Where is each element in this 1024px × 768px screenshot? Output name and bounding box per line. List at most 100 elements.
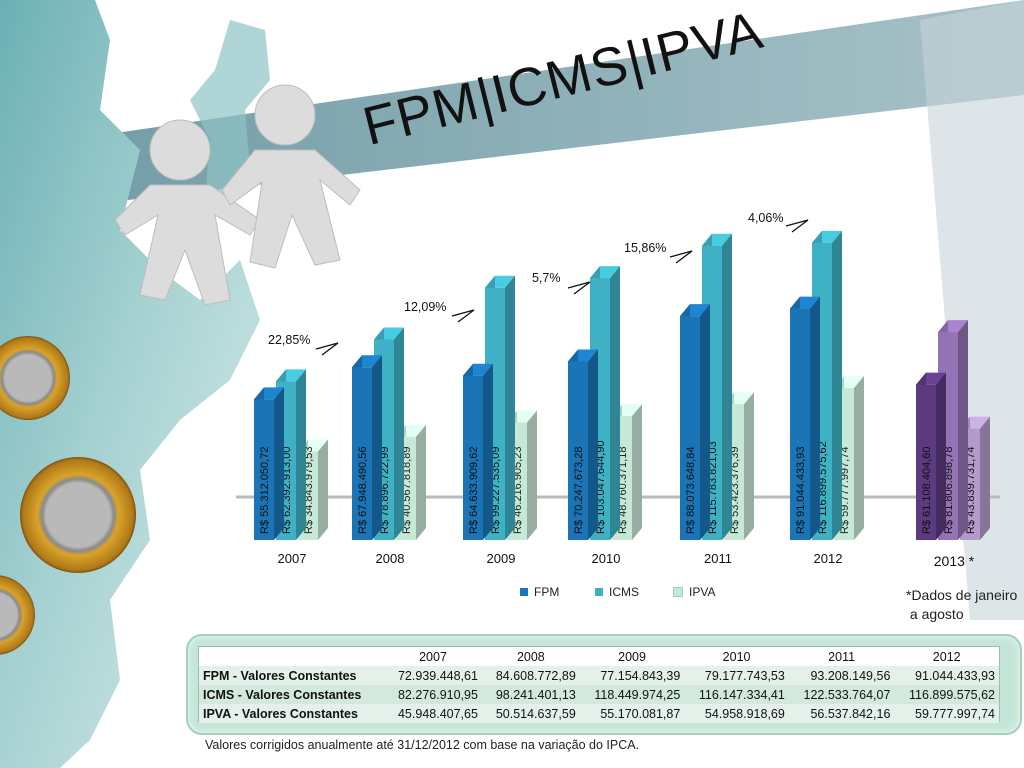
table-row: FPM - Valores Constantes 72.939.448,61 8… bbox=[199, 666, 999, 685]
growth-arrow-2 bbox=[451, 309, 475, 323]
growth-annotation-5: 4,06% bbox=[748, 211, 783, 225]
bar-side-icms-2007 bbox=[296, 369, 306, 540]
bar-side-fpm-2009 bbox=[483, 363, 493, 540]
footnote: *Dados de janeiro a agosto bbox=[906, 586, 1017, 624]
category-label-2012: 2012 bbox=[814, 551, 843, 566]
table-cell: 55.170.081,87 bbox=[579, 704, 685, 723]
bar-group-2009: R$ 46.216.905,23R$ 99.227.535,09R$ 64.63… bbox=[463, 275, 537, 566]
bar-side-fpm-2013 bbox=[936, 372, 946, 540]
bar-side-ipva-2010 bbox=[632, 404, 642, 540]
table-header-cell: 2010 bbox=[722, 649, 751, 664]
bar-group-2010: R$ 48.760.371,18R$ 103.047.644,90R$ 70.2… bbox=[568, 266, 642, 566]
legend-label-ipva: IPVA bbox=[689, 585, 716, 599]
table-cell: 45.948.407,65 bbox=[384, 704, 482, 723]
bar-fpm-2011 bbox=[680, 316, 700, 540]
table-row-label: FPM - Valores Constantes bbox=[199, 666, 385, 685]
table-header-cell: 2008 bbox=[516, 649, 545, 664]
bar-fpm-2010 bbox=[568, 361, 588, 540]
bar-fpm-2009 bbox=[463, 375, 483, 540]
table-cell: 72.939.448,61 bbox=[384, 666, 482, 685]
bar-side-icms-2012 bbox=[832, 230, 842, 540]
coins-icon bbox=[0, 336, 136, 655]
table-header-cell: 2009 bbox=[618, 649, 646, 664]
bar-side-fpm-2007 bbox=[274, 387, 284, 540]
table-cell: 84.608.772,89 bbox=[481, 666, 580, 685]
table-cell: 91.044.433,93 bbox=[894, 666, 999, 685]
table-cell: 82.276.910,95 bbox=[384, 685, 482, 704]
table-header-cell: 2007 bbox=[419, 649, 447, 664]
category-label-2007: 2007 bbox=[278, 551, 307, 566]
bar-side-icms-2011 bbox=[722, 233, 732, 540]
value-label-fpm-2013: R$ 61.108.404,60 bbox=[921, 447, 933, 534]
table-cell: 116.899.575,62 bbox=[894, 685, 999, 704]
legend-item-ipva: IPVA bbox=[673, 585, 715, 599]
growth-arrow-1 bbox=[315, 342, 339, 356]
bar-side-icms-2009 bbox=[505, 275, 515, 540]
bar-side-fpm-2011 bbox=[700, 304, 710, 540]
legend-item-icms: ICMS bbox=[595, 585, 639, 599]
bar-group-2011: R$ 53.423.376,39R$ 115.783.821,03R$ 88.0… bbox=[680, 233, 754, 566]
bar-side-ipva-2013 bbox=[980, 416, 990, 540]
bar-side-fpm-2010 bbox=[588, 349, 598, 540]
bar-fpm-2013 bbox=[916, 384, 936, 540]
bar-side-fpm-2008 bbox=[372, 355, 382, 540]
bar-side-ipva-2007 bbox=[318, 439, 328, 540]
values-table: 2007 2008 2009 2010 2011 2012 FPM - Valo… bbox=[199, 647, 999, 723]
value-label-fpm-2011: R$ 88.073.648,84 bbox=[685, 447, 697, 534]
bar-side-icms-2013 bbox=[958, 320, 968, 540]
category-label-2008: 2008 bbox=[376, 551, 405, 566]
table-cell: 93.208.149,56 bbox=[788, 666, 895, 685]
value-label-fpm-2012: R$ 91.044.433,93 bbox=[795, 447, 807, 534]
category-label-2010: 2010 bbox=[592, 551, 621, 566]
table-row-label: ICMS - Valores Constantes bbox=[199, 685, 385, 704]
table-header-cell bbox=[199, 647, 384, 666]
bar-side-ipva-2012 bbox=[854, 376, 864, 540]
table-cell: 59.777.997,74 bbox=[894, 704, 999, 723]
table-cell: 50.514.637,59 bbox=[481, 704, 580, 723]
footnote-line-2: a agosto bbox=[906, 606, 964, 622]
bar-side-icms-2010 bbox=[610, 266, 620, 540]
bar-side-fpm-2012 bbox=[810, 296, 820, 540]
growth-arrow-4 bbox=[669, 250, 693, 264]
legend-item-fpm: FPM bbox=[520, 585, 559, 599]
value-label-fpm-2007: R$ 55.312.050,72 bbox=[259, 447, 271, 534]
value-label-fpm-2008: R$ 67.948.490,56 bbox=[357, 447, 369, 534]
table-cell: 79.177.743,53 bbox=[684, 666, 789, 685]
values-table-panel: 2007 2008 2009 2010 2011 2012 FPM - Valo… bbox=[186, 634, 1022, 735]
table-cell: 116.147.334,41 bbox=[684, 685, 789, 704]
legend-swatch-fpm bbox=[520, 588, 528, 596]
bar-group-2013: R$ 43.839.731,74R$ 81.806.898,78R$ 61.10… bbox=[916, 320, 990, 569]
bar-fpm-2007 bbox=[254, 399, 274, 540]
bar-group-2008: R$ 40.567.818,89R$ 78.896.722,99R$ 67.94… bbox=[352, 327, 426, 566]
growth-arrow-3 bbox=[567, 281, 591, 295]
legend-swatch-ipva bbox=[673, 587, 683, 597]
table-cell: 122.533.764,07 bbox=[788, 685, 895, 704]
bar-group-2007: R$ 34.843.979,53R$ 62.392.913,00R$ 55.31… bbox=[254, 369, 328, 566]
bar-side-ipva-2008 bbox=[416, 424, 426, 540]
bar-side-ipva-2009 bbox=[527, 410, 537, 540]
legend-label-fpm: FPM bbox=[534, 585, 560, 599]
bar-fpm-2008 bbox=[352, 367, 372, 540]
bar-fpm-2012 bbox=[790, 308, 810, 540]
map-silhouette bbox=[0, 0, 260, 768]
growth-annotation-3: 5,7% bbox=[532, 271, 561, 285]
category-label-2009: 2009 bbox=[487, 551, 516, 566]
table-header-cell: 2012 bbox=[932, 649, 961, 664]
table-row: IPVA - Valores Constantes 45.948.407,65 … bbox=[199, 704, 999, 723]
bar-group-2012: R$ 59.777.997,74R$ 116.899.575,62R$ 91.0… bbox=[790, 230, 864, 566]
table-cell: 56.537.842,16 bbox=[788, 704, 895, 723]
value-label-fpm-2010: R$ 70.247.673,28 bbox=[573, 447, 585, 534]
table-cell: 54.958.918,69 bbox=[684, 704, 789, 723]
values-table-container: 2007 2008 2009 2010 2011 2012 FPM - Valo… bbox=[198, 646, 1000, 723]
legend-swatch-icms bbox=[595, 588, 603, 596]
bar-side-ipva-2011 bbox=[744, 392, 754, 540]
category-label-2013: 2013 * bbox=[934, 553, 975, 569]
footnote-line-1: *Dados de janeiro bbox=[906, 587, 1018, 603]
table-header-cell: 2011 bbox=[828, 649, 856, 664]
table-row-label: IPVA - Valores Constantes bbox=[199, 704, 385, 723]
paper-people-icon bbox=[114, 84, 361, 306]
table-cell: 118.449.974,25 bbox=[579, 685, 685, 704]
growth-annotation-4: 15,86% bbox=[624, 241, 666, 255]
